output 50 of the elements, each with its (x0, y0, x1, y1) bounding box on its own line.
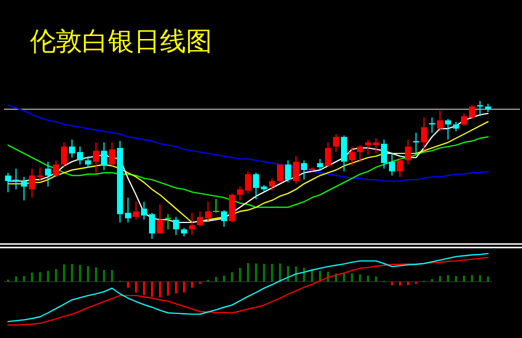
bar (471, 275, 473, 282)
bar (263, 264, 265, 282)
bar (271, 264, 273, 282)
bar (63, 264, 65, 282)
bar (255, 264, 257, 282)
bar (47, 270, 49, 282)
bar (399, 282, 401, 286)
bar (295, 266, 297, 282)
bar (79, 264, 81, 282)
bar (95, 267, 97, 282)
bar (39, 272, 41, 282)
bar (191, 282, 193, 288)
bar (367, 276, 369, 282)
bar (239, 268, 241, 282)
bar (279, 264, 281, 282)
bar (135, 282, 137, 293)
bar (455, 276, 457, 282)
bar (87, 266, 89, 282)
bar (159, 282, 161, 298)
bar (287, 266, 289, 282)
bar (143, 282, 145, 296)
bar (215, 276, 217, 282)
bar (103, 270, 105, 282)
bar (375, 276, 377, 282)
bar (463, 276, 465, 282)
bar (247, 263, 249, 282)
chart-title: 伦敦白银日线图 (30, 27, 212, 57)
bar (127, 282, 129, 288)
bar (167, 282, 169, 296)
bar (31, 272, 33, 282)
bar (407, 282, 409, 286)
bar (175, 282, 177, 294)
bar (311, 270, 313, 282)
bar (55, 269, 57, 282)
bar (111, 270, 113, 282)
bar (431, 279, 433, 282)
bar (151, 282, 153, 297)
bar (183, 282, 185, 293)
bar (391, 282, 393, 286)
bar (359, 274, 361, 282)
bar (231, 272, 233, 282)
bar (15, 276, 17, 282)
bar (223, 276, 225, 282)
bar (71, 264, 73, 282)
bar (447, 275, 449, 282)
bar (479, 275, 481, 282)
bar (23, 276, 25, 282)
bar (351, 273, 353, 282)
bar (487, 276, 489, 282)
bar (439, 276, 441, 282)
